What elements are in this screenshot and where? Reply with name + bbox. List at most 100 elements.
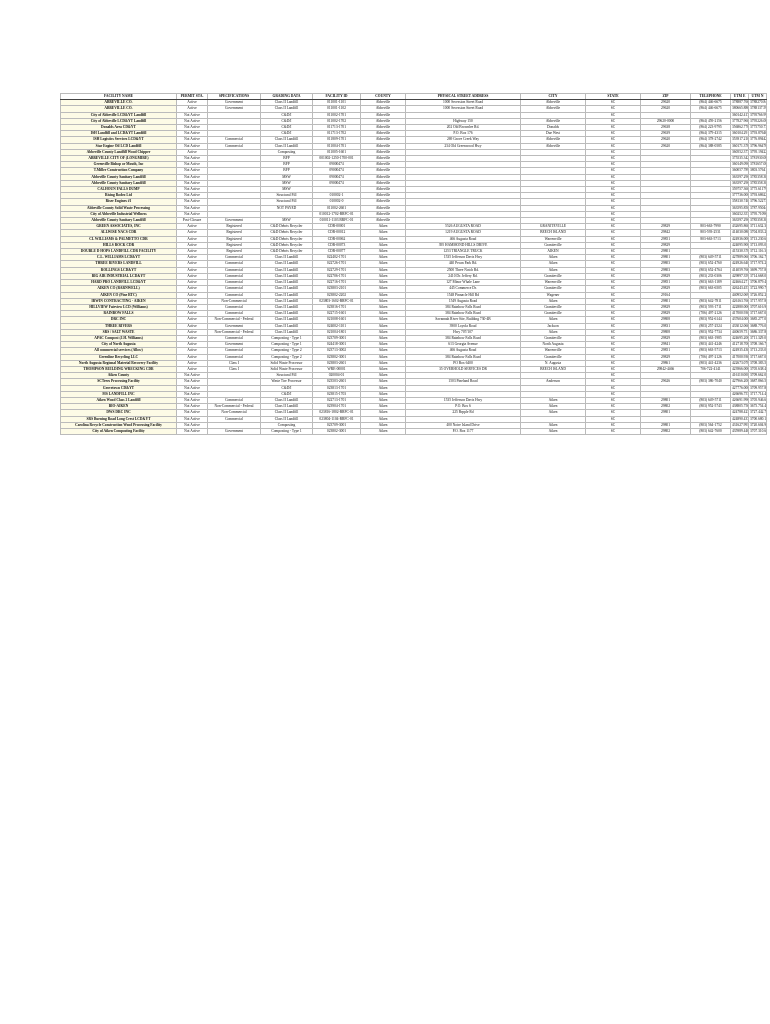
table-cell: 3788270.844000 [748,99,767,107]
table-cell: 3713.093.000000 [748,241,767,250]
table-cell: 3675.754.405000 [748,403,767,411]
table-cell: 360252.357000 [730,210,749,219]
table-cell: 433012.060000 [730,322,749,330]
table-cell: 3709.662.000000 [748,372,767,380]
table-cell: Aiken [360,427,406,436]
table-cell: 360149.090000 [730,161,749,169]
table-cell: 415330.370000 [730,248,749,256]
table-cell: 29802 [640,427,691,436]
table-cell: 375535.342000 [730,155,749,163]
table-row: GREEN ASSOCIATES, INC Active Registered C&D… [60,223,767,231]
table-cell: Not Active [176,427,208,436]
table-cell: 424664.271900 [730,279,749,287]
table-cell: 3713.230.600000 [748,235,767,243]
table-row: APAC Compost (J.H. Williams) Active Commer… [60,334,767,343]
table-cell: 377827.960000 [730,117,749,126]
table-row: CL WILLIAMS & PALMETTO CDR Active Register… [60,235,767,243]
table-cell: 426691.996000 [730,396,749,405]
table-cell: 426696.757700 [730,390,749,398]
facility-table: FACILITY NAME PERMIT STA. SPECIFICATIONS GR… [60,92,767,436]
table-cell: 3776.894421000 [748,136,767,144]
table-cell: 3713.233.090000 [748,347,767,355]
table-cell: 3785358.384000 [748,173,767,181]
table-row: C.L. WILLIAMS LCD&YT Active Commercial Clas… [60,254,767,262]
table-row: THREE RIVERS Active Government Class II Lan… [60,322,767,330]
table-cell: 435989.446870 [730,427,749,436]
table-cell: 3704.833.200000 [748,229,767,237]
table-row: Donalds Area CD&YT Not Active C&D/I 011713-… [60,123,767,132]
table-row: Rising Rodeo Ltd Not Active Structural Fil… [60,192,767,200]
table-cell: 424936.000000 [730,235,749,243]
table-row: City of Abbeville LCD&YT Landfill Not Act… [60,111,767,119]
table-cell: 3708.166.755000 [748,341,767,349]
table-cell: SC [585,427,641,436]
table-cell: 422673.070000 [730,359,749,367]
table-row: City of North Augusta Active Government Com… [60,341,767,349]
table-cell: Non-Commercial - Federal [207,403,261,411]
table-cell: 3707.616.960000 [748,303,767,312]
table-cell: 429897.359070 [730,272,749,281]
table-cell: 358130.740000 [730,198,749,206]
table-cell: 363597.290000 [730,217,749,225]
table-cell: 431627.993700 [730,421,749,429]
table-cell: 3712.116.356000 [748,248,767,256]
table-cell: 417000.936000 [730,353,749,361]
table-cell: 422880.006000 [730,303,749,312]
table-cell: 3793.876461000 [748,130,767,138]
table-cell: 3795226.088000 [748,117,767,126]
table-row: THREE RIVERS LANDFILL Active Commercial Cla… [60,260,767,268]
table-cell: 378887.766000 [730,99,749,107]
table-row: ISH Landfill and LCD&YT Landfill Not Acti… [60,130,767,138]
table-cell: 356862.770000 [730,123,749,132]
header-row: FACILITY NAME PERMIT STA. SPECIFICATIONS GR… [60,92,767,101]
table-cell: 3709.957.840000 [748,384,767,392]
table-cell: 3726.852.200000 [748,291,767,299]
table-cell: 426163.766000 [730,297,749,305]
table-cell: 3793.686220000 [748,192,767,200]
column-header: PERMIT STA. [176,92,208,101]
table-row: Aiken Wood Class 2 Landfill Not Active Com… [60,396,767,405]
table-row: ALLWISE NACS CDR Active Registered C&D Debr… [60,229,767,237]
table-cell: 3711.329.000000 [748,334,767,343]
table-cell: 360552.377000 [730,148,749,157]
table-row: Abbeville County Sanitary Landfill Not Ac… [60,179,767,188]
table-cell: 3717.957.886000 [748,297,767,305]
table-cell: Government [207,427,261,436]
table-row: Carolina Recycle Construction Wood Proce… [60,421,767,429]
table-cell: Composting - Type 1 [260,427,313,436]
table-cell: 3787.950444000 [748,204,767,212]
table-body: ABBEVILLE CO. Active Government Class II La… [60,99,767,436]
table-row: North Augusta Regional Material Recovery… [60,359,767,367]
table-row: Grovetown CD&YT Not Active C&D/I 023813-170… [60,384,767,392]
table-cell: 360057.789000 [730,167,749,175]
table-cell: 3781657.081000 [748,161,767,169]
table-cell: 3714.668.070000 [748,272,767,281]
table-row: Star Engine Oil LCD Landfill Not Active Co… [60,142,767,150]
table-row: IRWIN CONTRACTING - AIKEN Active Non-Comme… [60,297,767,305]
table-row: HARD PRO LANDFILL LCD&YT Active Commercial… [60,279,767,287]
table-cell: 360171.376250 [730,142,749,150]
table-cell: 380665.886000 [730,105,749,113]
table-cell: 3717.974.201000 [748,260,767,268]
table-row: ABBEVILLE CO. Active Government Class II La… [60,99,767,107]
table-cell: 023804-1104-BRFC-01 [312,415,361,423]
table-cell: 440952.069000 [730,291,749,299]
table-cell: 359757.360000 [730,186,749,194]
table-cell: 438805.756000 [730,403,749,411]
table-cell: 424095.900000 [730,241,749,250]
table-cell: 3795.194223000 [748,148,767,157]
table-cell: 3727.442.769000 [748,409,767,417]
table-cell: 360142.417000 [730,111,749,119]
table-cell: City of Aiken Composting Facility [60,427,177,436]
table-cell: 427966.200000 [730,378,749,386]
table-cell: 3795.710902000 [748,210,767,219]
table-cell: Carolina Recycle Construction Wood Proce… [60,421,177,429]
table-cell: 3785358.384000 [748,217,767,225]
table-cell: 3775750.770000 [748,123,767,132]
table-cell: 3720.604.963000 [748,421,767,429]
table-cell: 3706.879.462000 [748,279,767,287]
table-row: ABBEVILLE CO. Active Government Class II La… [60,105,767,113]
table-cell: P.O. Box 1177 [405,427,521,436]
table-cell: 437604.000000 [730,316,749,324]
